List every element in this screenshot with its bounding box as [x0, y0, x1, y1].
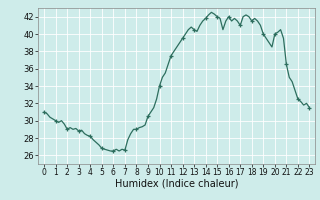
X-axis label: Humidex (Indice chaleur): Humidex (Indice chaleur)	[115, 179, 238, 189]
